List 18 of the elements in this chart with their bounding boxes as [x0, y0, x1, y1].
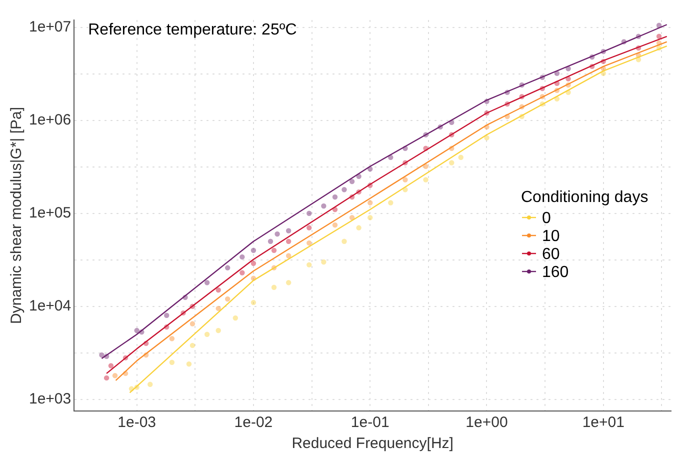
y-tick-label: 1e+03 [28, 390, 72, 408]
x-tick-label: 1e+01 [582, 414, 624, 432]
annotation: Reference temperature: 25ºC [88, 21, 297, 38]
x-tick-label: 1e-01 [350, 414, 390, 432]
x-tick-label: 1e-03 [118, 414, 156, 432]
y-tick-label: 1e+04 [28, 298, 72, 315]
x-axis-title: Reduced Frequency[Hz] [292, 435, 454, 452]
y-tick-label: 1e+05 [28, 204, 72, 222]
legend-label: 60 [542, 246, 560, 263]
y-tick-label: 1e+06 [28, 112, 72, 129]
y-axis-title: Dynamic shear modulus|G*| [Pa] [8, 106, 26, 324]
legend-label: 0 [542, 210, 551, 227]
legend-title: Conditioning days [521, 188, 648, 206]
x-tick-label: 1e+00 [466, 414, 508, 432]
y-tick-label: 1e+07 [28, 18, 72, 36]
x-tick-label: 1e-02 [234, 414, 273, 432]
legend-label: 160 [542, 264, 569, 281]
legend-label: 10 [542, 228, 560, 245]
